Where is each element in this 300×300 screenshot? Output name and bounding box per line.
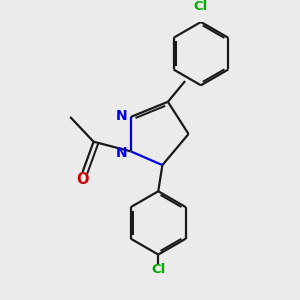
Text: O: O [76,172,89,187]
Text: Cl: Cl [151,263,165,276]
Text: Cl: Cl [194,0,208,13]
Text: N: N [116,146,128,160]
Text: N: N [116,109,128,123]
